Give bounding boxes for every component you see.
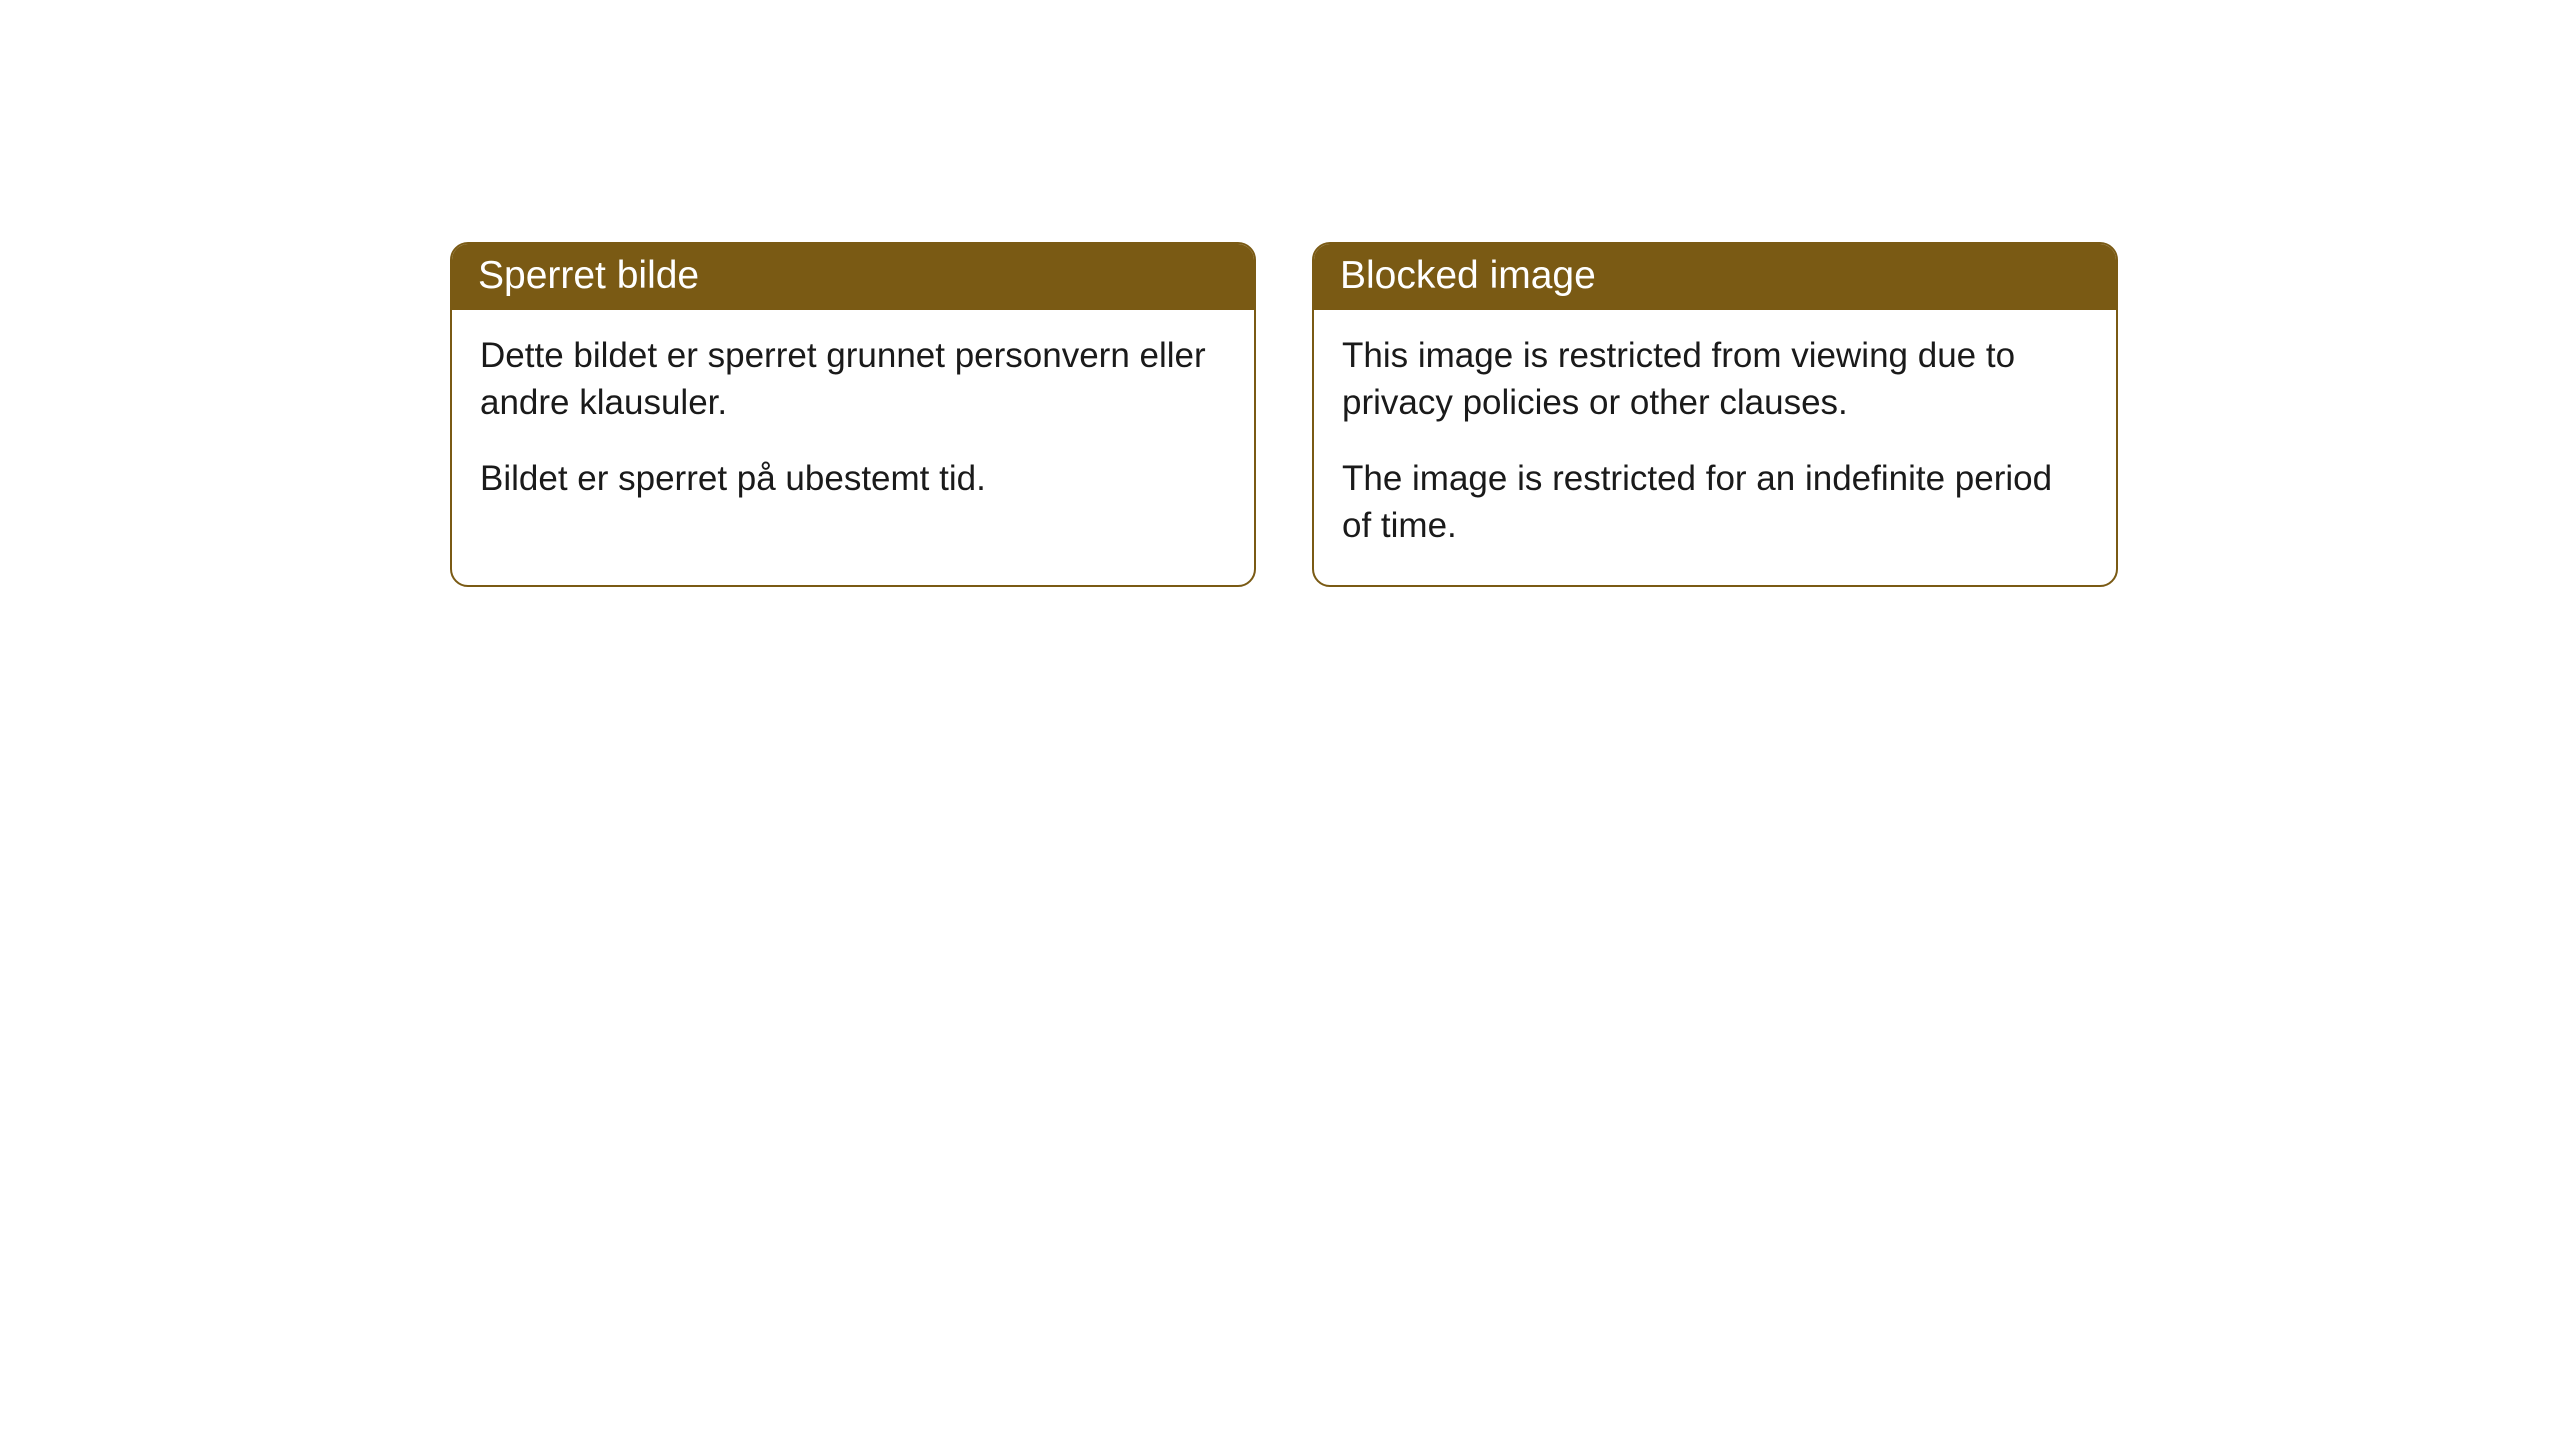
blocked-notice-card-no: Sperret bilde Dette bildet er sperret gr… [450, 242, 1256, 587]
notice-text-no-2: Bildet er sperret på ubestemt tid. [480, 455, 1226, 502]
blocked-notice-card-en: Blocked image This image is restricted f… [1312, 242, 2118, 587]
card-body-en: This image is restricted from viewing du… [1314, 310, 2116, 585]
card-body-no: Dette bildet er sperret grunnet personve… [452, 310, 1254, 538]
notice-text-en-1: This image is restricted from viewing du… [1342, 332, 2088, 427]
card-header-en: Blocked image [1314, 244, 2116, 310]
notice-text-no-1: Dette bildet er sperret grunnet personve… [480, 332, 1226, 427]
card-header-no: Sperret bilde [452, 244, 1254, 310]
notice-text-en-2: The image is restricted for an indefinit… [1342, 455, 2088, 550]
notice-container: Sperret bilde Dette bildet er sperret gr… [0, 0, 2560, 587]
